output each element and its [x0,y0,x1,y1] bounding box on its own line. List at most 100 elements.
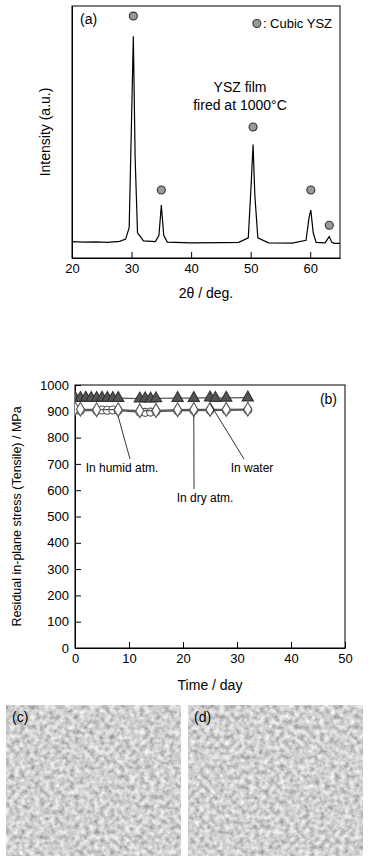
marker [242,391,253,401]
marker [190,403,198,417]
y-tick: 100 [47,614,81,629]
plot-frame [72,6,340,258]
marker [174,403,182,417]
panel-label: (a) [80,11,97,27]
x-tick: 20 [176,642,190,666]
x-axis-line [76,648,346,649]
x-tick-mark [237,642,238,648]
y-tick-mark [75,595,81,596]
x-tick-label: 40 [284,651,298,666]
x-tick-label: 60 [303,261,317,276]
x-tick-label: 40 [184,261,198,276]
leader-line [118,417,130,459]
marker [152,404,160,418]
marker [114,403,122,417]
marker [150,392,161,402]
x-tick-mark [251,252,252,258]
y-tick-label: 800 [47,430,69,445]
y-tick-label: 0 [62,641,69,656]
x-tick-label: 30 [125,261,139,276]
series-label: In water [231,461,274,475]
x-axis-title: 2θ / deg. [179,285,234,301]
sem-image: (c) [6,705,181,856]
sem-micrograph [6,705,181,856]
marker [136,404,144,418]
marker [222,403,230,417]
marker [76,402,84,416]
marker [325,221,333,229]
y-tick-label: 700 [47,457,69,472]
y-tick-mark [75,543,81,544]
y-tick-mark [75,569,81,570]
legend-label: : Cubic YSZ [263,16,332,31]
marker [129,12,137,20]
marker [93,403,101,417]
x-tick-mark [310,252,311,258]
marker [210,392,221,402]
panel: 20 30 40 50 60 2θ / deg. Intensity (a.u.) (a) YS… [37,6,341,301]
series-label: In dry atm. [177,491,234,505]
x-axis-title: Time / day [178,677,243,693]
x-tick-mark [291,642,292,648]
y-axis: 0 100 200 300 400 500 600 700 800 900 1000 [40,378,81,656]
x-tick: 60 [303,252,317,276]
y-tick-mark [75,622,81,623]
y-tick: 400 [47,535,81,550]
x-tick-label: 50 [244,261,258,276]
y-tick-mark [75,438,81,439]
x-tick: 50 [244,252,258,276]
y-tick-label: 600 [47,483,69,498]
leader-line [210,404,244,459]
marker [244,402,252,416]
x-tick-label: 0 [72,651,79,666]
y-tick: 600 [47,483,81,498]
x-tick-label: 10 [122,651,136,666]
marker [206,403,214,417]
marker [249,123,257,131]
y-tick: 700 [47,457,81,472]
x-tick-label: 50 [338,651,352,666]
x-tick-mark [129,642,130,648]
leader-line [193,415,194,489]
y-tick-label: 200 [47,588,69,603]
y-tick: 1000 [40,378,81,393]
panel-label: (c) [12,709,28,725]
y-tick-label: 900 [47,404,69,419]
plot-frame [75,385,345,648]
plot-area [72,12,340,243]
marker [113,392,124,402]
x-tick: 50 [338,642,352,666]
panel: 0102030405001002003004005006007008009001… [10,378,352,693]
y-tick-mark [75,517,81,518]
y-tick: 300 [47,562,81,577]
y-tick: 800 [47,430,81,445]
annotation: fired at 1000°C [193,97,287,113]
y-tick-mark [75,464,81,465]
x-tick-mark [345,642,346,648]
marker [172,392,183,402]
y-axis-line [72,7,73,259]
y-axis-title: Intensity (a.u.) [37,88,53,177]
figure: 20 30 40 50 60 2θ / deg. Intensity (a.u.) (a) YS… [0,0,369,861]
x-tick-label: 20 [65,261,79,276]
panel-label: (b) [320,391,337,407]
x-tick-mark [183,642,184,648]
y-tick-mark [75,490,81,491]
x-tick-label: 30 [230,651,244,666]
y-axis-title: Residual in-plane stress (Tensile) / MPa [10,406,24,626]
marker [188,392,199,402]
y-tick: 500 [47,509,81,524]
marker [221,391,232,401]
y-axis [72,7,73,259]
x-tick: 40 [184,252,198,276]
y-tick: 0 [62,641,81,656]
legend-entry: : Cubic YSZ [253,16,332,31]
series-line [72,36,340,243]
x-tick: 30 [125,252,139,276]
series-label: In humid atm. [86,461,159,475]
x-tick: 40 [284,642,298,666]
annotation: YSZ film [214,79,267,95]
marker [157,186,165,194]
x-tick-mark [191,252,192,258]
x-axis: 0 10 20 30 40 50 [72,642,353,666]
